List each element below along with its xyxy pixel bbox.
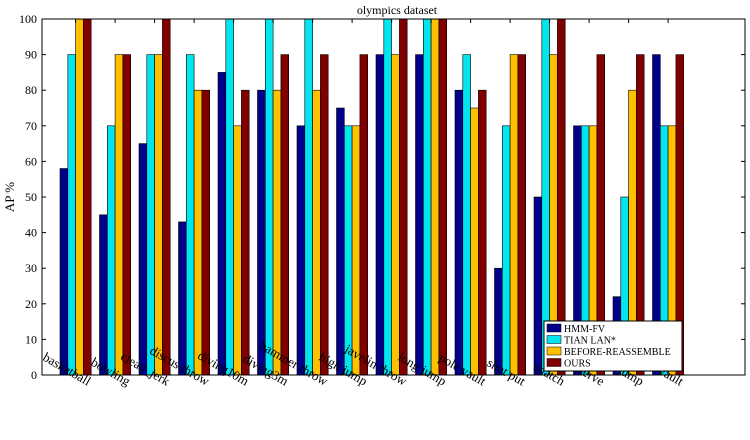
bar-hmm-fv-long-jump [415,54,424,376]
bar-ours-high-jump [359,54,368,376]
bar-ours-diving3m [280,54,289,376]
bar-before-reassemble-high-jump [351,125,361,376]
bar-before-reassemble-long-jump [430,18,440,376]
y-tick-label: 0 [31,368,37,382]
bar-ours-diving10m [241,89,250,376]
y-tick-label: 80 [25,83,37,97]
bars-group [59,18,685,376]
legend-swatch [546,346,562,356]
legend-swatch [546,335,562,344]
bar-before-reassemble-shot-put [509,54,519,376]
legend-box [543,320,683,372]
bar-before-reassemble-diving3m [272,89,282,376]
bar-tian-lan--discus-throw [186,54,195,376]
bar-tian-lan--hammer-throw [304,18,313,376]
bar-tian-lan--bowling [107,125,116,376]
bar-hmm-fv-diving3m [257,89,266,376]
y-axis-label: AP % [2,182,17,212]
legend-label: HMM-FV [564,324,606,335]
bar-ours-pole-vault [478,89,487,376]
bar-ours-hammer-throw [320,54,329,376]
bar-ours-long-jump [438,18,447,376]
y-tick-label: 20 [25,297,37,311]
bar-tian-lan--basketball [67,54,76,376]
bar-tian-lan--diving3m [264,18,274,376]
bar-tian-lan--shot-put [501,125,511,376]
legend-swatch [546,358,562,367]
bar-hmm-fv-basketball [59,168,69,376]
bar-hmm-fv-high-jump [336,107,345,376]
bar-ours-bowling [122,54,132,376]
bar-hmm-fv-discus-throw [178,221,187,376]
y-tick-label: 100 [19,12,37,26]
y-tick-label: 90 [25,48,37,62]
bar-ours-shot-put [517,54,527,376]
bar-hmm-fv-pole-vault [454,89,464,376]
bar-ours-discus-throw [201,89,210,376]
bar-hmm-fv-bowling [99,214,108,376]
legend-label: OURS [564,359,591,370]
legend-swatch [546,323,562,333]
y-tick-label: 30 [25,261,37,275]
bar-hmm-fv-javelin-throw [375,54,385,376]
bar-before-reassemble-discus-throw [193,89,203,376]
bar-tian-lan--pole-vault [462,54,471,376]
chart-title: olympics dataset [357,3,438,17]
bar-tian-lan--diving10m [225,18,234,376]
bar-hmm-fv-diving10m [217,72,227,376]
y-tick-label: 40 [25,226,37,240]
bar-before-reassemble-javelin-throw [391,54,400,376]
bar-tian-lan--javelin-throw [383,18,392,376]
y-axis: 0 10 20 30 40 50 60 70 80 90 100 [19,12,745,382]
bar-before-reassemble-basketball [75,18,84,376]
bar-hmm-fv-snatch [533,196,543,376]
bar-tian-lan--high-jump [343,125,353,376]
bar-ours-basketball [83,18,92,376]
bar-hmm-fv-clean-jerk [138,143,148,376]
bar-before-reassemble-diving10m [233,125,242,376]
legend-label: TIAN LAN* [564,336,616,347]
bar-before-reassemble-bowling [114,54,124,376]
bar-before-reassemble-clean-jerk [154,54,163,376]
bar-before-reassemble-pole-vault [470,107,479,376]
bar-ours-clean-jerk [162,18,171,376]
bar-tian-lan--clean-jerk [146,54,155,376]
bar-tian-lan--long-jump [422,18,432,376]
bar-before-reassemble-hammer-throw [312,89,321,376]
y-tick-label: 70 [25,119,37,133]
bar-hmm-fv-hammer-throw [296,125,306,376]
y-tick-label: 50 [25,190,37,204]
legend-label: BEFORE-REASSEMBLE [564,347,671,358]
y-tick-label: 60 [25,154,37,168]
y-tick-label: 10 [25,332,37,346]
bar-ours-javelin-throw [399,18,408,376]
